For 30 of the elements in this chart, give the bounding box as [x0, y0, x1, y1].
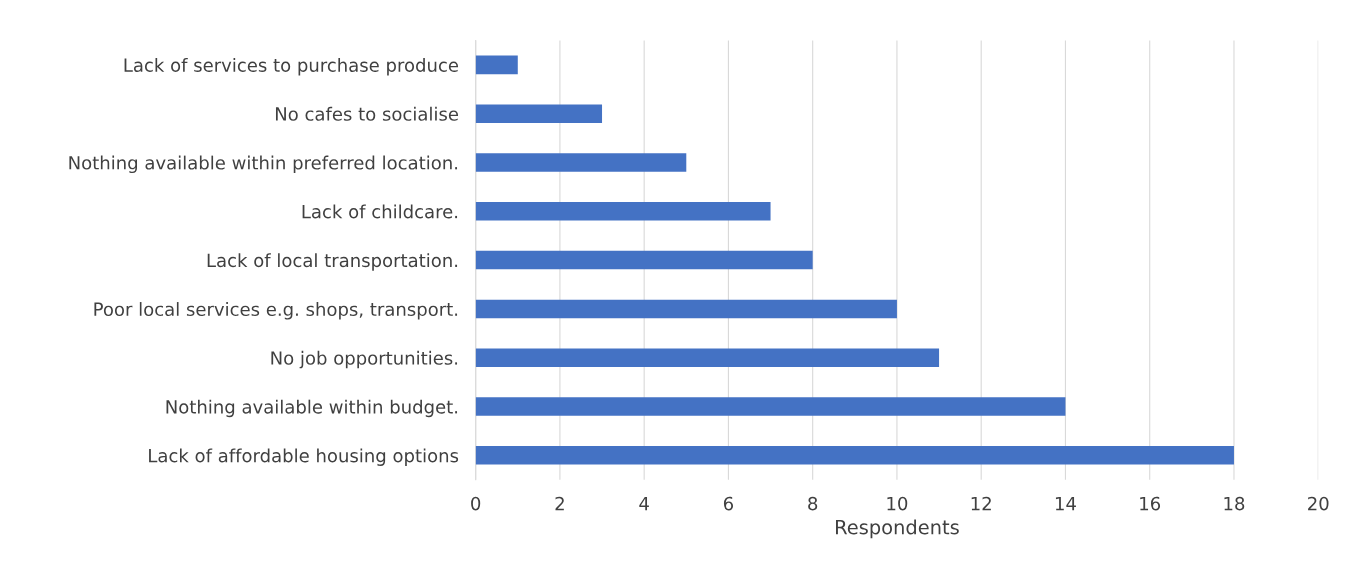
x-tick-label: 12	[971, 496, 991, 511]
bar	[475, 348, 940, 367]
x-tick-label: 6	[723, 496, 734, 511]
x-axis-title: Respondents	[836, 519, 959, 539]
y-tick-label: Lack of local transportation.	[207, 253, 458, 271]
y-tick-label: Nothing available within budget.	[166, 399, 458, 418]
y-tick-label: Nothing available within preferred location.	[69, 155, 458, 174]
x-tick-label: 14	[1055, 496, 1076, 511]
y-tick-label: Lack of childcare.	[302, 204, 458, 219]
y-tick-label: No job opportunities.	[271, 350, 458, 369]
bar	[475, 55, 518, 75]
bar	[475, 397, 1066, 416]
bar	[475, 446, 1234, 465]
bar	[475, 202, 771, 221]
bar	[475, 250, 813, 270]
x-tick-label: 10	[887, 496, 908, 511]
x-tick-label: 0	[471, 496, 481, 511]
x-tick-label: 16	[1140, 496, 1161, 511]
y-tick-label: Poor local services e.g. shops, transport.	[94, 302, 458, 320]
x-tick-label: 4	[639, 496, 649, 511]
y-tick-label: Lack of services to purchase produce	[124, 58, 459, 76]
x-tick-label: 18	[1224, 496, 1245, 511]
x-tick-label: 2	[555, 496, 564, 511]
y-tick-label: Lack of affordable housing options	[149, 448, 459, 466]
y-tick-label: No cafes to socialise	[275, 106, 459, 121]
x-tick-label: 20	[1308, 496, 1329, 511]
bar	[475, 153, 687, 172]
bar	[475, 299, 897, 319]
bar	[475, 104, 603, 123]
x-tick-label: 8	[808, 496, 818, 511]
